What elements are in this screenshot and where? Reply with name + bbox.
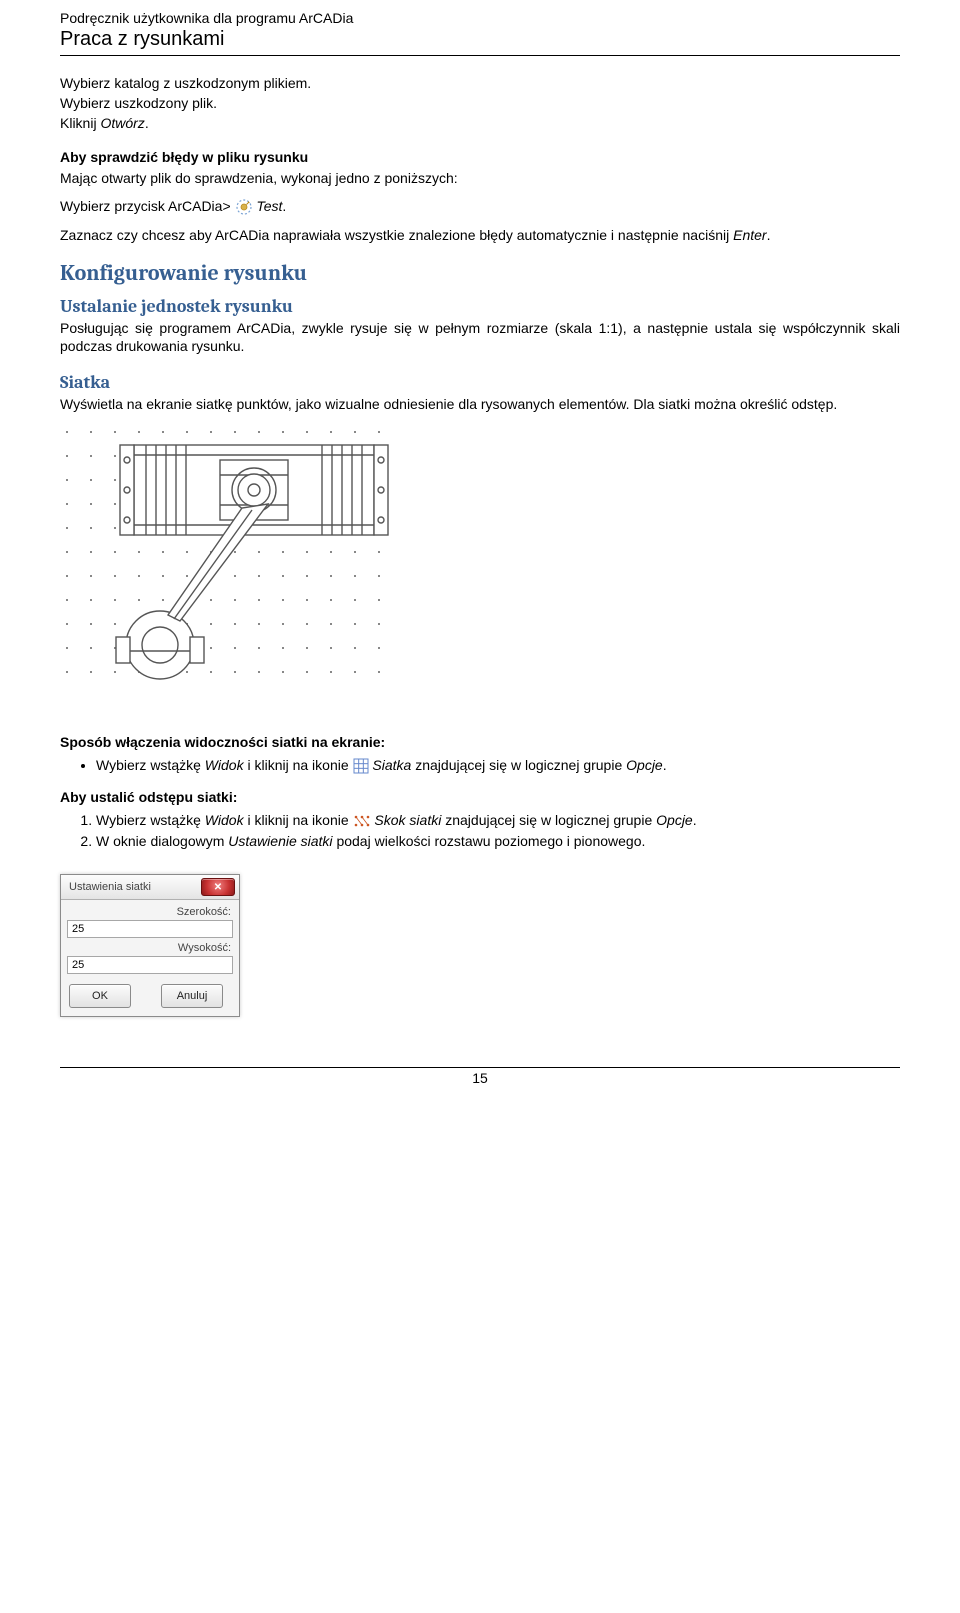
check-errors-p2: Wybierz przycisk ArCADia> Test.	[60, 197, 900, 216]
height-label: Wysokość:	[67, 942, 233, 954]
height-input[interactable]	[67, 956, 233, 974]
technical-drawing-svg	[60, 425, 420, 705]
grid-icon	[353, 758, 369, 774]
sposob-e: znajdującej się w logicznej grupie	[411, 757, 626, 773]
check-p2-a: Wybierz przycisk ArCADia>	[60, 198, 235, 214]
od2-c: podaj wielkości rozstawu poziomego i pio…	[336, 833, 645, 849]
doc-header-title: Podręcznik użytkownika dla programu ArCA…	[60, 10, 900, 26]
cancel-button[interactable]: Anuluj	[161, 984, 223, 1008]
od2-a: W oknie dialogowym	[96, 833, 228, 849]
intro-line-2: Wybierz uszkodzony plik.	[60, 94, 900, 112]
check-p3-a: Zaznacz czy chcesz aby ArCADia naprawiał…	[60, 227, 733, 243]
intro-line-1: Wybierz katalog z uszkodzonym plikiem.	[60, 74, 900, 92]
intro-line-3b: Otwórz	[100, 115, 144, 131]
grid-step-icon	[353, 814, 371, 828]
ustalanie-para: Posługując się programem ArCADia, zwykle…	[60, 319, 900, 355]
heading-siatka: Siatka	[60, 372, 900, 393]
sposob-b: Widok	[205, 757, 248, 773]
od1-b: Widok	[205, 812, 248, 828]
intro-line-3c: .	[145, 115, 149, 131]
grid-settings-dialog: Ustawienia siatki ✕ Szerokość: Wysokość:…	[60, 874, 240, 1017]
check-p2-b: Test	[256, 198, 282, 214]
heading-konfigurowanie: Konfigurowanie rysunku	[60, 260, 900, 286]
od2-b: Ustawienie siatki	[228, 833, 336, 849]
page-number: 15	[60, 1067, 900, 1086]
check-p2-c: .	[282, 198, 286, 214]
check-errors-p3: Zaznacz czy chcesz aby ArCADia naprawiał…	[60, 226, 900, 244]
test-icon	[235, 198, 253, 216]
siatka-para: Wyświetla na ekranie siatkę punktów, jak…	[60, 395, 900, 413]
sposob-g: .	[663, 757, 667, 773]
odstep-item-2: W oknie dialogowym Ustawienie siatki pod…	[96, 832, 900, 851]
width-label: Szerokość:	[67, 906, 233, 918]
od1-g: .	[693, 812, 697, 828]
check-errors-p1: Mając otwarty plik do sprawdzenia, wykon…	[60, 169, 900, 187]
od1-f: Opcje	[656, 812, 693, 828]
od1-e: znajdującej się w logicznej grupie	[441, 812, 656, 828]
dialog-close-button[interactable]: ✕	[201, 878, 235, 896]
intro-line-3a: Kliknij	[60, 115, 100, 131]
close-icon: ✕	[214, 882, 222, 893]
od1-d: Skok siatki	[374, 812, 441, 828]
sposob-f: Opcje	[626, 757, 663, 773]
sposob-d: Siatka	[372, 757, 411, 773]
dialog-title-text: Ustawienia siatki	[69, 881, 151, 893]
sposob-list-item: Wybierz wstążkę Widok i kliknij na ikoni…	[96, 756, 900, 775]
od1-c: i kliknij na ikonie	[247, 812, 352, 828]
odstep-title: Aby ustalić odstępu siatki:	[60, 789, 900, 805]
odstep-item-1: Wybierz wstążkę Widok i kliknij na ikoni…	[96, 811, 900, 830]
check-p3-c: .	[767, 227, 771, 243]
dialog-body: Szerokość: Wysokość:	[61, 900, 239, 980]
check-p3-b: Enter	[733, 227, 766, 243]
check-errors-heading: Aby sprawdzić błędy w pliku rysunku	[60, 149, 900, 165]
sposob-c: i kliknij na ikonie	[247, 757, 352, 773]
ok-button[interactable]: OK	[69, 984, 131, 1008]
od1-a: Wybierz wstążkę	[96, 812, 205, 828]
sposob-list: Wybierz wstążkę Widok i kliknij na ikoni…	[60, 756, 900, 775]
width-input[interactable]	[67, 920, 233, 938]
dialog-buttons: OK Anuluj	[61, 980, 239, 1016]
odstep-list: Wybierz wstążkę Widok i kliknij na ikoni…	[60, 811, 900, 851]
doc-header-section: Praca z rysunkami	[60, 28, 900, 56]
intro-line-3: Kliknij Otwórz.	[60, 114, 900, 132]
heading-ustalanie: Ustalanie jednostek rysunku	[60, 296, 900, 317]
sposob-a: Wybierz wstążkę	[96, 757, 205, 773]
technical-drawing-figure	[60, 425, 900, 710]
dialog-titlebar: Ustawienia siatki ✕	[61, 875, 239, 900]
sposob-title: Sposób włączenia widoczności siatki na e…	[60, 734, 900, 750]
